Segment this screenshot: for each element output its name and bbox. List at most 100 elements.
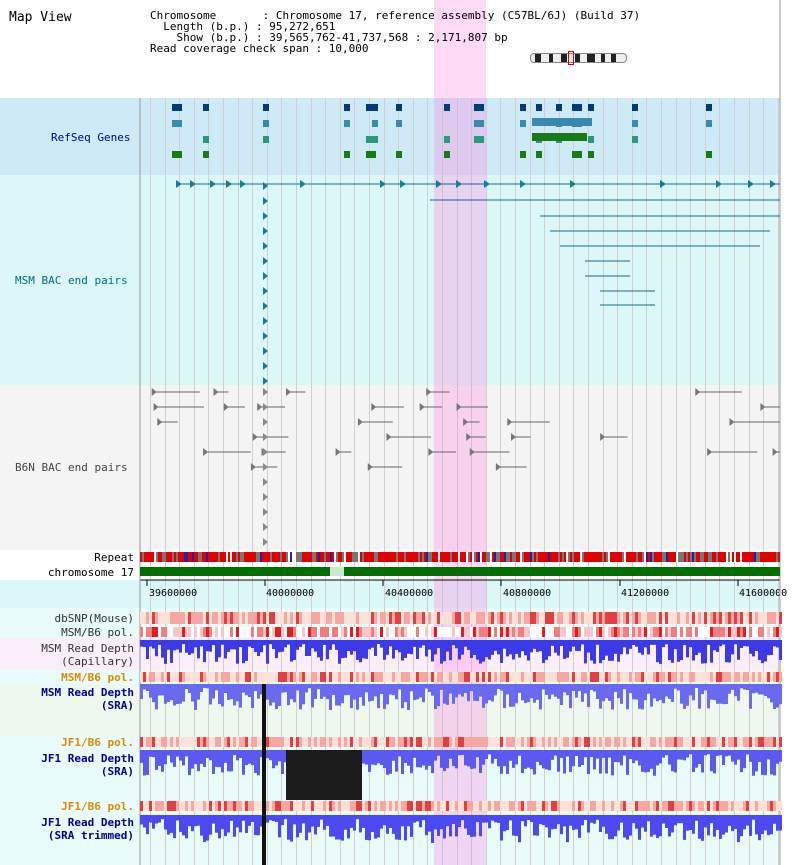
polymorphism-cell	[752, 801, 755, 811]
polymorphism-cell	[458, 801, 461, 811]
read-depth-bar	[290, 684, 293, 700]
polymorphism-cell	[332, 627, 335, 637]
repeat-segment	[458, 552, 460, 562]
polymorphism-cell	[368, 801, 371, 811]
polymorphism-cell	[749, 627, 752, 637]
polymorphism-cell	[476, 801, 479, 811]
read-depth-bar	[728, 815, 731, 826]
read-depth-bar	[734, 750, 737, 765]
b6n-bac-end	[263, 508, 268, 516]
repeat-segment	[672, 552, 674, 562]
polymorphism-cell	[389, 612, 392, 624]
repeat-segment	[298, 552, 300, 562]
grid-line	[719, 98, 720, 865]
polymorphism-cell	[158, 801, 161, 811]
read-depth-bar	[560, 815, 563, 835]
polymorphism-cell	[356, 672, 359, 682]
repeat-segment	[584, 552, 586, 562]
polymorphism-cell	[188, 612, 191, 624]
polymorphism-cell	[164, 627, 167, 637]
read-depth-bar	[299, 684, 302, 710]
polymorphism-cell	[167, 627, 170, 637]
polymorphism-cell	[710, 737, 713, 747]
polymorphism-cell	[620, 672, 623, 682]
polymorphism-cell	[386, 737, 389, 747]
read-depth-bar	[617, 750, 620, 763]
polymorphism-cell	[779, 672, 782, 682]
polymorphism-cell	[695, 612, 698, 624]
polymorphism-cell	[734, 672, 737, 682]
polymorphism-cell	[392, 627, 395, 637]
read-depth-bar	[191, 750, 194, 769]
polymorphism-cell	[392, 737, 395, 747]
grid-line	[471, 98, 472, 865]
polymorphism-cell	[566, 801, 569, 811]
polymorphism-cell	[410, 612, 413, 624]
polymorphism-cell	[362, 801, 365, 811]
repeat-segment	[716, 552, 718, 562]
polymorphism-cell	[569, 627, 572, 637]
read-depth-bar	[167, 750, 170, 756]
polymorphism-cell	[230, 627, 233, 637]
selection-highlight[interactable]	[434, 0, 486, 865]
read-depth-bar	[563, 684, 566, 693]
read-depth-bar	[437, 684, 440, 707]
read-depth-bar	[332, 684, 335, 696]
polymorphism-cell	[755, 737, 758, 747]
polymorphism-cell	[149, 737, 152, 747]
read-depth-bar	[416, 815, 419, 822]
polymorphism-cell	[734, 737, 737, 747]
polymorphism-cell	[428, 801, 431, 811]
polymorphism-cell	[431, 672, 434, 682]
polymorphism-cell	[449, 801, 452, 811]
read-depth-bar	[590, 640, 593, 661]
read-depth-bar	[506, 640, 509, 657]
refseq-gene	[536, 151, 542, 158]
repeat-segment	[646, 552, 648, 562]
repeat-segment	[654, 552, 656, 562]
polymorphism-cell	[146, 627, 149, 637]
polymorphism-cell	[476, 612, 479, 624]
read-depth-bar	[194, 815, 197, 827]
repeat-segment	[200, 552, 202, 562]
polymorphism-cell	[605, 612, 608, 624]
polymorphism-cell	[194, 801, 197, 811]
polymorphism-cell	[383, 737, 386, 747]
polymorphism-cell	[533, 801, 536, 811]
polymorphism-cell	[404, 627, 407, 637]
polymorphism-cell	[764, 612, 767, 624]
repeat-segment	[746, 552, 748, 562]
polymorphism-cell	[239, 627, 242, 637]
refseq-gene	[572, 151, 582, 158]
polymorphism-cell	[446, 612, 449, 624]
polymorphism-cell	[578, 672, 581, 682]
repeat-segment	[426, 552, 428, 562]
read-depth-bar	[698, 684, 701, 709]
read-depth-bar	[488, 640, 491, 660]
read-depth-bar	[404, 815, 407, 841]
repeat-segment	[718, 552, 720, 562]
polymorphism-cell	[449, 627, 452, 637]
repeat-segment	[628, 552, 630, 562]
chromosome-ideogram[interactable]	[530, 53, 627, 63]
read-depth-bar	[392, 750, 395, 761]
read-depth-bar	[221, 684, 224, 707]
polymorphism-cell	[551, 612, 554, 624]
repeat-segment	[392, 552, 394, 562]
polymorphism-cell	[308, 627, 311, 637]
polymorphism-cell	[374, 612, 377, 624]
read-depth-bar	[530, 640, 533, 653]
read-depth-bar	[743, 684, 746, 690]
polymorphism-cell	[149, 627, 152, 637]
msm-bac-end	[263, 302, 268, 310]
read-depth-bar	[278, 684, 281, 706]
read-depth-bar	[584, 640, 587, 664]
read-depth-bar	[758, 750, 761, 762]
read-depth-bar	[500, 684, 503, 691]
read-depth-bar	[416, 750, 419, 768]
read-depth-bar	[695, 684, 698, 689]
polymorphism-cell	[635, 672, 638, 682]
repeat-segment	[230, 552, 232, 562]
read-depth-bar	[209, 815, 212, 835]
